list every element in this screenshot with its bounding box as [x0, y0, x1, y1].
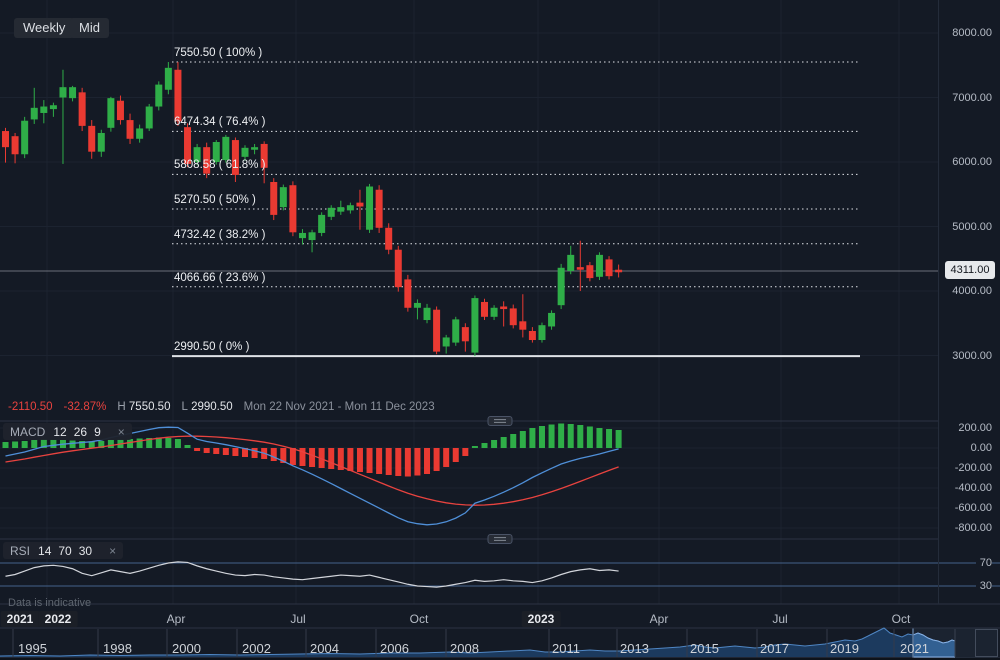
- price-tick-label: 7000.00: [952, 91, 992, 104]
- macd-tick-label: 200.00: [958, 422, 992, 434]
- fib-level-label: 5808.58 ( 61.8% ): [174, 159, 266, 172]
- interval-button[interactable]: Weekly: [14, 18, 75, 38]
- macd-name: MACD: [10, 424, 46, 439]
- low-value: L 2990.50: [181, 401, 233, 413]
- navigator-year-label: 2006: [380, 641, 409, 656]
- price-tick-label: 8000.00: [952, 27, 992, 39]
- month-label: Oct: [891, 612, 911, 626]
- month-label: Jul: [772, 612, 788, 626]
- navigator-year-label: 2011: [552, 641, 580, 656]
- macd-tick-label: -600.00: [954, 502, 992, 514]
- macd-indicator-label[interactable]: MACD 12 26 9 ×: [3, 423, 132, 440]
- month-label: Oct: [409, 612, 429, 626]
- status-bar: -2110.50 -32.87% H 7550.50 L 2990.50 Mon…: [8, 401, 435, 413]
- macd-signal-line: [5, 435, 619, 506]
- last-price-label: 4311.00: [945, 261, 995, 279]
- price-tick-label: 4000.00: [952, 285, 992, 297]
- month-label: Apr: [649, 612, 669, 626]
- navigator[interactable]: [0, 627, 998, 658]
- price-tick-label: 3000.00: [952, 349, 992, 362]
- navigator-year-label: 2000: [172, 641, 201, 656]
- navigator-handle-box[interactable]: [975, 629, 998, 657]
- navigator-year-label: 2008: [450, 641, 479, 656]
- fib-level-label: 4066.66 ( 23.6% ): [174, 271, 266, 284]
- rsi-line: [5, 561, 619, 588]
- rsi-pane: [0, 561, 1000, 588]
- month-label: Jul: [290, 612, 306, 626]
- rsi-name: RSI: [10, 543, 31, 558]
- rsi-param: 70: [58, 543, 72, 558]
- navigator-year-label: 2017: [760, 641, 789, 656]
- rsi-indicator-label[interactable]: RSI 14 70 30 ×: [3, 542, 124, 559]
- close-icon[interactable]: ×: [109, 543, 117, 558]
- close-icon[interactable]: ×: [117, 424, 125, 439]
- data-indicative-note: Data is indicative: [8, 597, 92, 609]
- macd-params: 12 26 9: [53, 425, 107, 439]
- change-value: -2110.50: [8, 401, 53, 413]
- navigator-year-label: 1995: [18, 641, 47, 656]
- macd-param: 12: [53, 424, 67, 439]
- fib-level-label: 2990.50 ( 0% ): [174, 341, 250, 354]
- navigator-year-label: 2004: [310, 641, 339, 656]
- high-value: H 7550.50: [117, 401, 171, 413]
- panel-resize-handle[interactable]: [487, 534, 513, 544]
- fib-level-label: 4732.42 ( 38.2% ): [174, 228, 266, 241]
- price-tick-label: 5000.00: [952, 220, 992, 233]
- navigator-year-label: 1998: [103, 641, 132, 656]
- date-range: Mon 22 Nov 2021 - Mon 11 Dec 2023: [243, 401, 435, 413]
- fib-level-label: 5270.50 ( 50% ): [174, 194, 256, 207]
- candlestick-series: [2, 62, 623, 357]
- macd-param: 26: [73, 424, 88, 439]
- macd-tick-label: -200.00: [954, 462, 992, 474]
- price-source-button[interactable]: Mid: [70, 18, 109, 38]
- rsi-param: 14: [38, 543, 52, 558]
- year-label: 2021: [0, 611, 40, 627]
- rsi-tick-label: 70: [975, 557, 992, 569]
- rsi-params: 14 70 30: [38, 544, 99, 558]
- rsi-param: 30: [78, 543, 93, 558]
- year-label: 2023: [521, 611, 561, 627]
- year-label: 2022: [38, 611, 78, 627]
- month-label: Apr: [166, 612, 186, 626]
- panel-resize-handle[interactable]: [487, 416, 513, 426]
- price-tick-label: 6000.00: [952, 156, 992, 168]
- macd-tick-label: 0.00: [970, 442, 992, 454]
- macd-tick-label: -800.00: [954, 522, 992, 534]
- navigator-year-label: 2015: [690, 641, 719, 656]
- macd-param: 9: [94, 424, 101, 439]
- rsi-tick-label: 30: [975, 580, 992, 592]
- navigator-year-label: 2002: [242, 641, 271, 656]
- navigator-year-label: 2019: [830, 641, 859, 656]
- macd-tick-label: -400.00: [954, 482, 992, 494]
- fib-retracement-lines[interactable]: [172, 61, 860, 358]
- change-percent: -32.87%: [63, 401, 107, 413]
- fib-level-label: 7550.50 ( 100% ): [174, 46, 263, 59]
- navigator-year-label: 2021: [900, 641, 929, 656]
- fib-level-label: 6474.34 ( 76.4% ): [174, 116, 266, 129]
- navigator-selection[interactable]: [913, 628, 997, 658]
- navigator-year-label: 2013: [620, 641, 649, 656]
